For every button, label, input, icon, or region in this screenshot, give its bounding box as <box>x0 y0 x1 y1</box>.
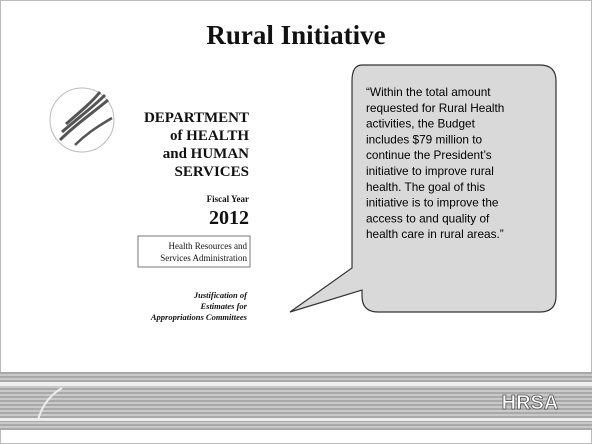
agency-line: Services Administration <box>160 253 247 263</box>
subtitle-line: Justification of <box>193 290 248 300</box>
quote-line: health care in rural areas.” <box>366 227 504 241</box>
department-line: SERVICES <box>174 164 249 180</box>
quote-line: includes $79 million to <box>366 132 483 146</box>
department-line: of HEALTH <box>170 128 249 144</box>
quote-line: activities, the Budget <box>366 117 476 131</box>
agency-line: Health Resources and <box>169 241 248 251</box>
quote-line: access to and quality of <box>366 211 490 225</box>
quote-line: health. The goal of this <box>366 180 485 194</box>
fiscal-year: 2012 <box>209 207 249 229</box>
quote-line: requested for Rural Health <box>366 101 504 115</box>
subtitle-line: Estimates for <box>199 301 247 311</box>
fiscal-year-label: Fiscal Year <box>207 194 249 204</box>
footer-rule <box>0 418 592 421</box>
department-line: DEPARTMENT <box>144 110 249 126</box>
department-line: and HUMAN <box>163 146 249 162</box>
slide: Rural Initiative DEPARTMENT of HEALTH and … <box>0 0 592 444</box>
subtitle-line: Appropriations Committees <box>150 312 248 322</box>
footer-rule <box>0 382 592 386</box>
quote-line: continue the President’s <box>366 148 492 162</box>
slide-title: Rural Initiative <box>206 20 385 50</box>
quote-line: initiative to improve rural <box>366 164 494 178</box>
hrsa-logo: HRSA <box>502 392 559 414</box>
quote-line: initiative is to improve the <box>366 196 499 210</box>
quote-line: “Within the total amount <box>366 85 491 99</box>
quote: “Within the total amount requested for Ru… <box>366 85 504 241</box>
